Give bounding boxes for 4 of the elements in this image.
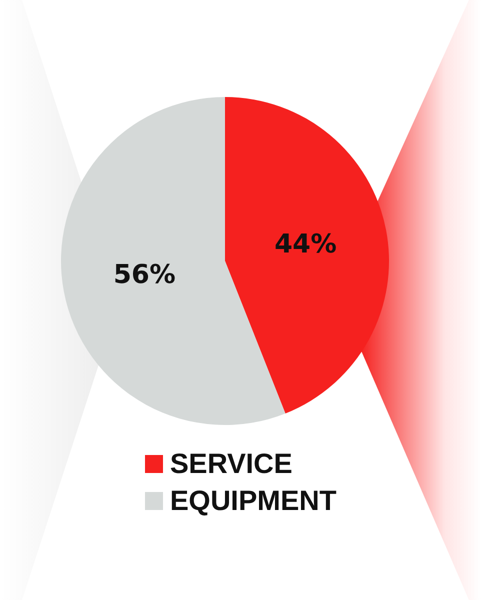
legend-label: SERVICE	[170, 448, 292, 480]
data-label: 44%	[274, 229, 337, 260]
data-label: 56%	[113, 260, 176, 290]
legend-label: EQUIPMENT	[170, 484, 336, 516]
